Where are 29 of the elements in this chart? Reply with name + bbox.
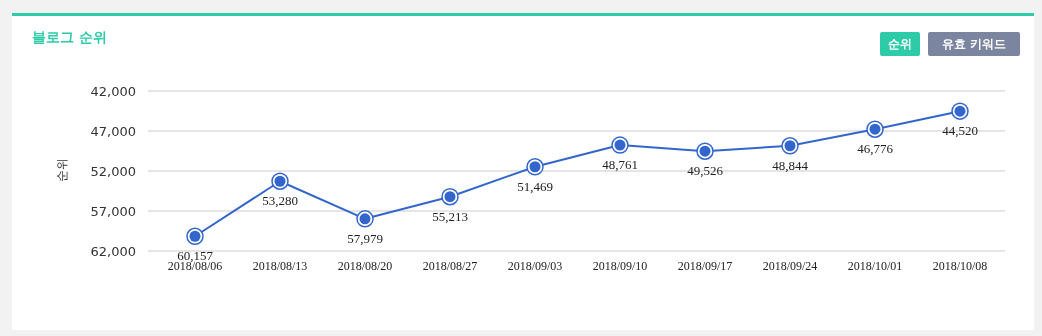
y-tick-label: 52,000 [90, 164, 136, 179]
data-label: 46,776 [857, 141, 894, 157]
data-label: 55,213 [432, 208, 468, 224]
y-tick-label: 57,000 [90, 204, 136, 219]
button: 순위 [880, 32, 920, 56]
x-tick-label: 2018/10/08 [932, 259, 988, 273]
x-tick-label: 2018/08/13 [252, 259, 308, 273]
chart-title: 블로그 순위 [32, 29, 107, 45]
x-tick-label: 2018/10/01 [847, 259, 903, 273]
x-tick-label: 2018/09/10 [592, 259, 648, 273]
y-tick-label: 62,000 [90, 244, 136, 259]
x-tick-label: 2018/08/20 [337, 259, 393, 273]
data-label: 48,844 [772, 157, 809, 173]
x-tick-label: 2018/09/24 [762, 259, 818, 273]
data-label: 48,761 [602, 157, 638, 173]
button: 유효 키워드 [928, 32, 1020, 56]
point [186, 227, 204, 246]
x-tick-label: 2018/08/27 [422, 259, 478, 273]
data-label: 44,520 [942, 123, 978, 139]
data-label: 53,280 [262, 193, 298, 209]
data-label: 49,526 [687, 163, 724, 179]
x-tick-label: 2018/09/03 [507, 259, 563, 273]
y-tick-label: 42,000 [90, 84, 136, 99]
x-tick-label: 2018/09/17 [677, 259, 733, 273]
point [441, 187, 459, 206]
data-label: 57,979 [347, 230, 383, 246]
y-axis-title: 순위 [55, 158, 69, 182]
data-label: 51,469 [517, 178, 553, 194]
y-tick-label: 47,000 [90, 124, 136, 139]
